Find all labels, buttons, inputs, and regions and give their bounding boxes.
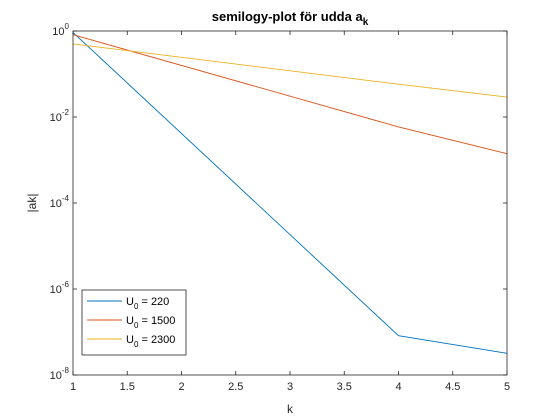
x-tick-label: 3.5 (337, 381, 352, 393)
legend-label-1: U0 = 1500 (126, 315, 175, 330)
legend-label-2: U0 = 2300 (126, 334, 175, 349)
x-tick-label: 4 (395, 381, 401, 393)
x-axis-label: k (287, 402, 294, 416)
x-tick-label: 1.5 (120, 381, 135, 393)
y-tick-label: 10-2 (50, 108, 70, 124)
chart-title: semilogy-plot för udda ak (212, 9, 369, 28)
y-tick-label: 100 (52, 22, 69, 38)
x-tick-label: 3 (287, 381, 293, 393)
y-tick-label: 10-4 (50, 194, 70, 210)
x-tick-label: 2.5 (228, 381, 243, 393)
y-tick-label: 10-8 (50, 366, 70, 382)
x-tick-label: 2 (178, 381, 184, 393)
series-line-1 (72, 34, 508, 155)
series-line-0 (72, 32, 508, 354)
y-axis-label: |ak| (25, 194, 39, 213)
legend-label-0: U0 = 220 (126, 296, 169, 311)
y-tick-label: 10-6 (50, 280, 70, 296)
series-line-2 (72, 43, 508, 98)
legend: U0 = 220 U0 = 1500 U0 = 2300 (81, 289, 187, 356)
x-tick-label: 1 (70, 381, 76, 393)
x-tick-label: 5 (504, 381, 510, 393)
x-tick-label: 4.5 (445, 381, 460, 393)
